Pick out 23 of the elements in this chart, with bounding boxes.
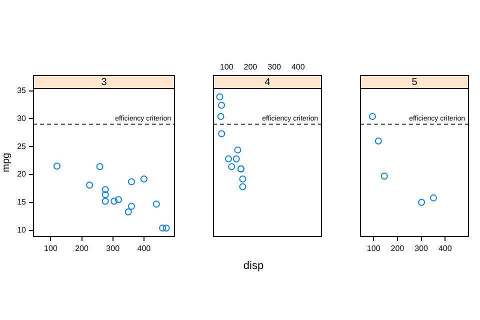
y-tick-label: 35 — [17, 86, 27, 95]
y-tick-label: 30 — [17, 114, 27, 123]
y-axis-title: mpg — [0, 152, 12, 172]
x-tick-label: 300 — [414, 244, 429, 254]
y-tick-label: 20 — [17, 170, 27, 179]
x-tick-label: 100 — [366, 244, 381, 254]
chart-title: 3 — [101, 76, 108, 88]
x-tick-label: 400 — [438, 244, 452, 254]
x-tick-label: 400 — [291, 62, 306, 72]
x-tick-label: 200 — [390, 244, 405, 254]
chart-title: 5 — [412, 76, 418, 88]
x-tick-label: 300 — [106, 244, 120, 254]
x-tick-label: 100 — [220, 62, 234, 72]
x-tick-label: 300 — [268, 62, 282, 72]
y-tick-label: 10 — [17, 226, 27, 235]
y-tick-label: 25 — [17, 142, 27, 151]
y-tick-label: 15 — [17, 198, 27, 207]
x-axis-title: disp — [242, 260, 265, 272]
x-tick-label: 200 — [75, 244, 89, 254]
x-tick-label: 100 — [44, 244, 58, 254]
chart-title: 4 — [264, 76, 271, 88]
x-tick-label: 200 — [244, 62, 258, 72]
x-tick-label: 400 — [137, 244, 152, 254]
